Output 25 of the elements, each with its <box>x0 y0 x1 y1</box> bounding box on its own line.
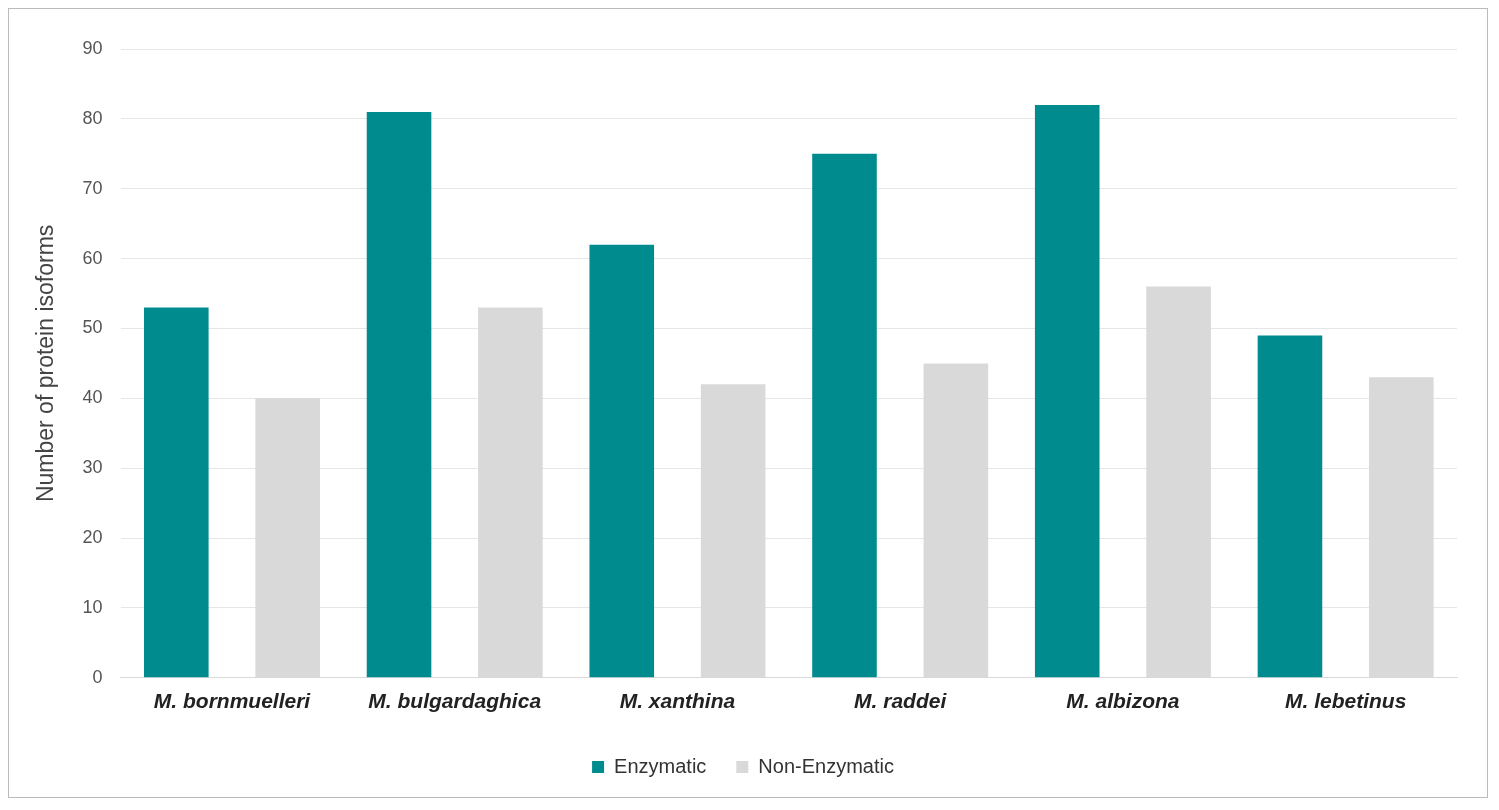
y-axis-title: Number of protein isoforms <box>32 224 59 503</box>
legend-label: Non-Enzymatic <box>758 754 894 777</box>
x-tick-label: M. xanthina <box>619 689 736 713</box>
y-tick-label: 80 <box>82 107 103 128</box>
y-tick-label: 70 <box>82 177 103 198</box>
y-tick-label: 90 <box>82 37 103 58</box>
x-tick-label: M. albizona <box>1066 689 1180 713</box>
bar <box>366 111 432 678</box>
y-tick-label: 60 <box>82 247 103 268</box>
y-tick-label: 40 <box>82 387 103 408</box>
bar <box>812 153 877 678</box>
bar <box>589 244 655 678</box>
x-tick-label: M. lebetinus <box>1284 689 1407 713</box>
bar <box>1034 104 1100 678</box>
bar <box>144 307 209 678</box>
x-tick-label: M. bulgardaghica <box>368 689 542 713</box>
y-tick-label: 20 <box>82 527 103 548</box>
x-tick-label: M. bornmuelleri <box>153 689 312 713</box>
y-tick-label: 10 <box>82 596 103 617</box>
y-tick-label: 30 <box>82 457 103 478</box>
y-tick-label: 50 <box>82 317 103 338</box>
x-tick-label: M. raddei <box>854 689 948 713</box>
y-tick-label: 0 <box>92 666 103 687</box>
legend-label: Enzymatic <box>614 754 707 777</box>
bar <box>1257 335 1323 678</box>
